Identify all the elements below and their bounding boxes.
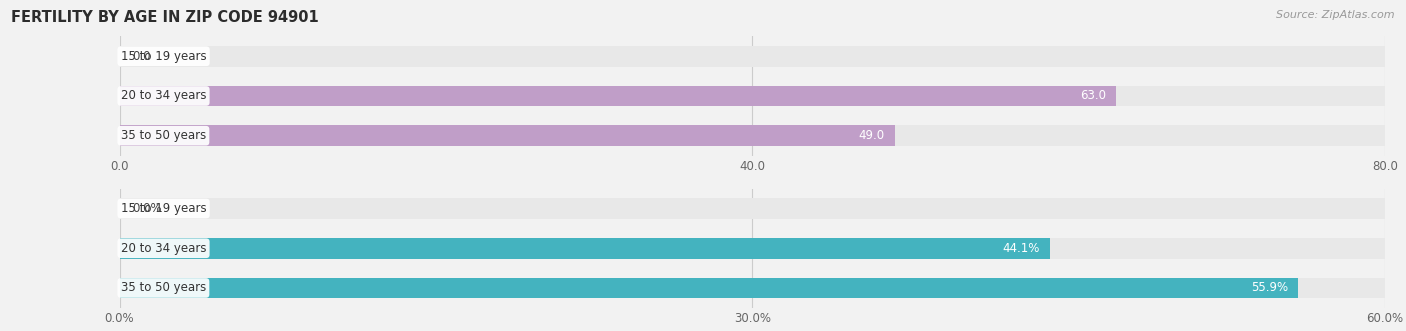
Text: 15 to 19 years: 15 to 19 years (121, 202, 207, 215)
Bar (120, 86, 1385, 106)
Text: 0.0%: 0.0% (132, 202, 162, 215)
Bar (120, 125, 1385, 146)
Text: 0.0: 0.0 (132, 50, 150, 63)
Bar (120, 198, 1385, 219)
Text: 35 to 50 years: 35 to 50 years (121, 281, 207, 295)
Bar (120, 238, 1385, 259)
Text: 35 to 50 years: 35 to 50 years (121, 129, 207, 142)
Text: 55.9%: 55.9% (1251, 281, 1288, 295)
Bar (120, 278, 1385, 298)
Bar (120, 46, 1385, 67)
Bar (120, 86, 1116, 106)
Text: 63.0: 63.0 (1080, 89, 1107, 103)
Text: 49.0: 49.0 (858, 129, 884, 142)
Text: FERTILITY BY AGE IN ZIP CODE 94901: FERTILITY BY AGE IN ZIP CODE 94901 (11, 10, 319, 25)
Text: 15 to 19 years: 15 to 19 years (121, 50, 207, 63)
Bar (120, 238, 1050, 259)
Text: 20 to 34 years: 20 to 34 years (121, 89, 207, 103)
Text: 20 to 34 years: 20 to 34 years (121, 242, 207, 255)
Text: 44.1%: 44.1% (1002, 242, 1039, 255)
Text: Source: ZipAtlas.com: Source: ZipAtlas.com (1277, 10, 1395, 20)
Bar (120, 278, 1299, 298)
Bar (120, 125, 894, 146)
